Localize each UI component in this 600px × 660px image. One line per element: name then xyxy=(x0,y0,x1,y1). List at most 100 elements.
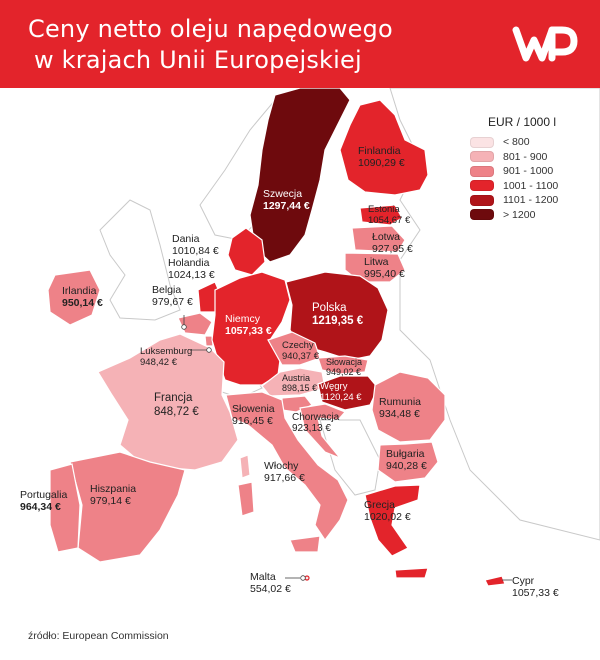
legend-title: EUR / 1000 l xyxy=(488,115,557,129)
label-croatia: Chorwacja 923,13 € xyxy=(292,412,339,434)
label-ireland: Irlandia 950,14 € xyxy=(62,285,103,309)
legend-item: 901 - 1000 xyxy=(470,164,595,178)
country-value: 948,42 € xyxy=(140,357,177,368)
country-france xyxy=(97,333,239,471)
country-value: 917,66 € xyxy=(264,472,305,484)
legend-label: 901 - 1000 xyxy=(503,165,554,177)
country-value: 1010,84 € xyxy=(172,245,219,257)
legend-label: < 800 xyxy=(503,136,530,148)
label-estonia: Estonia 1054,67 € xyxy=(368,204,410,226)
country-name: Litwa xyxy=(364,256,389,268)
legend-label: 1101 - 1200 xyxy=(503,194,559,206)
country-value: 1024,13 € xyxy=(168,269,215,281)
label-finland: Finlandia 1090,29 € xyxy=(358,145,405,169)
country-value: 916,45 € xyxy=(232,415,273,427)
country-latvia xyxy=(351,225,406,253)
country-germany xyxy=(211,271,291,386)
legend-item: < 800 xyxy=(470,135,595,149)
label-czechia: Czechy 940,37 € xyxy=(282,340,319,362)
country-name: Rumunia xyxy=(379,396,422,408)
label-malta: Malta 554,02 € xyxy=(250,571,291,595)
country-value: 848,72 € xyxy=(154,406,199,418)
country-austria xyxy=(261,367,326,397)
country-estonia xyxy=(359,204,403,226)
country-poland xyxy=(285,271,389,361)
country-spain xyxy=(69,451,186,563)
country-name: Węgry xyxy=(320,381,348,392)
country-name: Polska xyxy=(312,302,347,314)
legend-swatch xyxy=(470,180,494,191)
country-value: 995,40 € xyxy=(364,268,405,280)
country-value: 950,14 € xyxy=(62,297,103,309)
wp-logo-icon xyxy=(512,26,578,62)
country-value: 1057,33 € xyxy=(225,325,272,337)
country-bulgaria xyxy=(377,441,439,483)
marker-malta xyxy=(300,575,306,581)
country-name: Szwecja xyxy=(263,188,303,200)
country-name: Estonia xyxy=(368,204,400,215)
label-bulgaria: Bułgaria 940,28 € xyxy=(386,448,427,472)
legend-swatch xyxy=(470,151,494,162)
label-cyprus: Cypr 1057,33 € xyxy=(512,575,559,599)
country-value: 979,14 € xyxy=(90,495,131,507)
country-name: Irlandia xyxy=(62,285,97,297)
country-name: Holandia xyxy=(168,257,210,269)
country-cyprus xyxy=(484,575,506,587)
title-line-2: w krajach Unii Europejskiej xyxy=(34,46,362,74)
header-banner: Ceny netto oleju napędowego w krajach Un… xyxy=(0,0,600,88)
label-netherlands: Holandia 1024,13 € xyxy=(168,257,215,281)
legend-item: > 1200 xyxy=(470,208,595,222)
country-name: Malta xyxy=(250,571,276,583)
country-name: Czechy xyxy=(282,340,314,351)
label-latvia: Łotwa 927,95 € xyxy=(372,231,413,255)
legend-label: 801 - 900 xyxy=(503,150,548,163)
country-value: 1219,35 € xyxy=(312,315,364,327)
country-name: Francja xyxy=(154,392,193,404)
country-portugal xyxy=(49,463,81,553)
marker-luxembourg xyxy=(206,347,212,353)
country-value: 1297,44 € xyxy=(263,200,310,212)
label-germany: Niemcy 1057,33 € xyxy=(225,313,272,337)
country-value: 923,13 € xyxy=(292,423,331,434)
legend-label: > 1200 xyxy=(503,208,536,221)
country-value: 1057,33 € xyxy=(512,587,559,599)
label-belgium: Belgia 979,67 € xyxy=(152,284,193,308)
legend-swatch xyxy=(470,136,494,148)
country-name: Grecja xyxy=(364,499,395,511)
country-value: 1020,02 € xyxy=(364,511,411,523)
country-name: Chorwacja xyxy=(292,412,340,423)
country-corsica xyxy=(239,454,251,479)
title-line-1: Ceny netto oleju napędowego xyxy=(28,15,393,43)
country-value: 927,95 € xyxy=(372,243,413,255)
country-value: 554,02 € xyxy=(250,583,291,595)
country-greece xyxy=(364,484,421,557)
label-sweden: Szwecja 1297,44 € xyxy=(263,188,310,212)
country-value: 1054,67 € xyxy=(368,215,411,226)
country-name: Luksemburg xyxy=(140,346,193,357)
legend-label: 1001 - 1100 xyxy=(503,179,559,192)
country-value: 1120,24 € xyxy=(320,392,362,403)
label-spain: Hiszpania 979,14 € xyxy=(90,483,136,507)
label-romania: Rumunia 934,48 € xyxy=(379,396,421,420)
country-sweden xyxy=(249,88,351,263)
country-sicily xyxy=(289,535,321,553)
country-value: 964,34 € xyxy=(20,501,61,513)
label-greece: Grecja 1020,02 € xyxy=(364,499,411,523)
country-croatia xyxy=(299,403,347,459)
label-denmark: Dania 1010,84 € xyxy=(172,233,219,257)
country-value: 934,48 € xyxy=(379,408,420,420)
country-value: 1090,29 € xyxy=(358,157,405,169)
uk-land xyxy=(99,199,181,321)
legend-item: 801 - 900 xyxy=(470,150,595,164)
balkans-land xyxy=(319,419,381,496)
label-france: Francja 848,72 € xyxy=(154,391,199,419)
country-luxembourg xyxy=(204,335,214,347)
country-name: Finlandia xyxy=(358,145,401,157)
country-name: Włochy xyxy=(264,460,299,472)
europe-map xyxy=(0,88,600,660)
legend-swatch xyxy=(470,194,494,206)
country-name: Słowacja xyxy=(326,357,363,367)
label-poland: Polska 1219,35 € xyxy=(312,302,363,328)
source-note: źródło: European Commission xyxy=(28,630,169,642)
country-value: 979,67 € xyxy=(152,296,193,308)
